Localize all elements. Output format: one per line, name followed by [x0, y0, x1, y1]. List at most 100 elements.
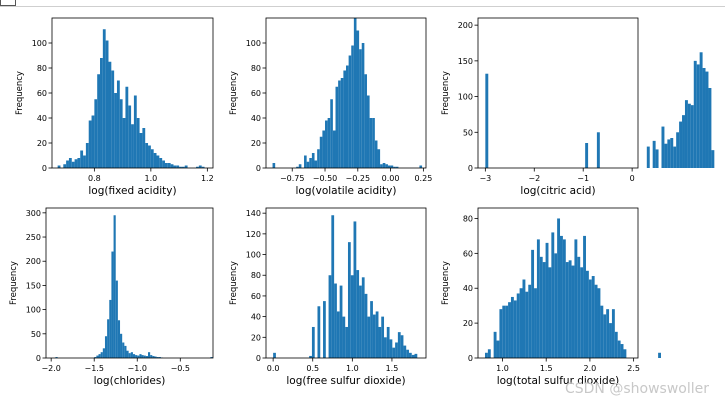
- histogram-bar: [652, 140, 656, 168]
- watermark: CSDN @showswoller: [564, 381, 709, 397]
- histogram-bar: [330, 99, 333, 168]
- histogram-bar: [382, 163, 386, 168]
- histogram-bar: [345, 326, 348, 358]
- histogram-bar: [319, 136, 323, 168]
- volatile-acidity-histogram: −0.75 −0.50 −0.25 0.00 0.25 0 20 40 60 80 100 log(v…: [229, 17, 432, 197]
- y-tick-label: 80: [251, 271, 261, 280]
- histogram-bar: [403, 345, 407, 358]
- histogram-bar: [389, 339, 393, 358]
- histogram-bar: [339, 285, 343, 358]
- x-tick-label: 0.00: [382, 174, 400, 183]
- histogram-bar: [179, 166, 182, 168]
- histogram-bar: [126, 350, 129, 358]
- y-tick-label: 40: [251, 313, 261, 322]
- histogram-bar: [531, 249, 535, 358]
- histogram-bar: [97, 74, 101, 168]
- histogram-bar: [57, 165, 61, 168]
- histogram-bar: [367, 316, 371, 358]
- histogram-bar: [364, 293, 368, 358]
- x-tick-label: −0.50: [313, 174, 338, 183]
- y-axis-label: Frequency: [15, 71, 25, 115]
- histogram-bar: [346, 65, 349, 168]
- histogram-bar: [513, 300, 517, 358]
- histogram-bar: [493, 331, 497, 358]
- y-tick-label: 200: [26, 257, 41, 266]
- histogram-bar: [328, 275, 332, 358]
- histogram-bar: [397, 332, 401, 358]
- histogram-bar: [143, 355, 146, 358]
- y-tick-label: 100: [246, 39, 261, 48]
- histogram-bar: [565, 262, 569, 358]
- x-tick-label: −0.75: [280, 174, 305, 183]
- histogram-bar: [139, 354, 142, 358]
- x-tick-label: 0.5: [306, 364, 319, 373]
- histogram-bar: [150, 149, 154, 168]
- histogram-bar: [347, 242, 351, 358]
- histogram-bar: [370, 301, 373, 358]
- histogram-bar: [102, 348, 105, 358]
- histogram-bar: [150, 355, 153, 358]
- histogram-bar: [414, 353, 418, 358]
- histogram-bar: [594, 284, 598, 358]
- histogram-bar: [332, 130, 336, 168]
- histogram-bar: [102, 29, 106, 168]
- histogram-bar: [496, 340, 500, 358]
- x-tick-label: 1.5: [540, 364, 553, 373]
- x-tick-label: −2.0: [41, 364, 60, 373]
- histogram-bar: [100, 58, 103, 168]
- histogram-bar: [384, 337, 387, 358]
- y-tick-label: 20: [251, 139, 261, 148]
- histogram-bar: [68, 158, 72, 168]
- histogram-bar: [91, 115, 95, 168]
- histogram-bar: [400, 335, 404, 358]
- axes-frame: [45, 207, 214, 359]
- histogram-bar: [98, 354, 101, 358]
- x-tick-label: 0.0: [267, 364, 280, 373]
- histogram-bar: [309, 355, 312, 358]
- histogram-bar: [560, 235, 563, 358]
- y-tick-label: 50: [31, 330, 41, 339]
- histogram-bar: [606, 309, 610, 358]
- x-tick-label: 1.0: [496, 364, 509, 373]
- histogram-bar: [210, 357, 213, 358]
- y-tick-label: 80: [37, 64, 47, 73]
- histogram-bar: [682, 115, 685, 168]
- histogram-bar: [359, 49, 362, 168]
- histogram-bar: [485, 73, 489, 168]
- histogram-bar: [568, 260, 572, 358]
- x-tick-label: −1.0: [128, 364, 147, 373]
- histogram-bar: [356, 30, 360, 168]
- histogram-bar: [548, 267, 552, 358]
- histogram-bar: [408, 352, 412, 358]
- histogram-bar: [304, 155, 307, 168]
- histogram-bar: [353, 18, 357, 168]
- histogram-bar: [667, 139, 671, 168]
- y-tick-label: 0: [256, 164, 261, 173]
- histogram-bar: [499, 309, 503, 358]
- histogram-bar: [201, 166, 205, 168]
- histogram-bar: [617, 340, 621, 358]
- histogram-bar: [670, 138, 674, 168]
- histogram-bar: [63, 164, 67, 168]
- total-sulfur-dioxide-histogram: 1.0 1.5 2.0 2.5 0 20 40 60 80 log(total sulfur di…: [441, 207, 661, 387]
- histogram-bar: [306, 161, 310, 168]
- histogram-bar: [534, 288, 537, 358]
- histogram-bar: [620, 344, 624, 358]
- histogram-bar: [124, 345, 127, 358]
- histogram-bar: [600, 305, 604, 358]
- histogram-bar: [380, 164, 383, 168]
- histogram-bar: [359, 285, 362, 358]
- y-tick-label: 60: [463, 249, 473, 258]
- y-tick-label: 60: [37, 89, 47, 98]
- histogram-bar: [577, 256, 581, 358]
- histogram-bar: [614, 331, 618, 358]
- y-axis-label: Frequency: [9, 261, 19, 305]
- histogram-bar: [378, 326, 382, 358]
- histogram-bar: [539, 256, 543, 358]
- histogram-bar: [536, 239, 540, 358]
- histogram-bar: [591, 276, 595, 358]
- histogram-bar: [585, 270, 589, 358]
- histogram-bar: [66, 160, 69, 168]
- histogram-bar: [377, 149, 381, 168]
